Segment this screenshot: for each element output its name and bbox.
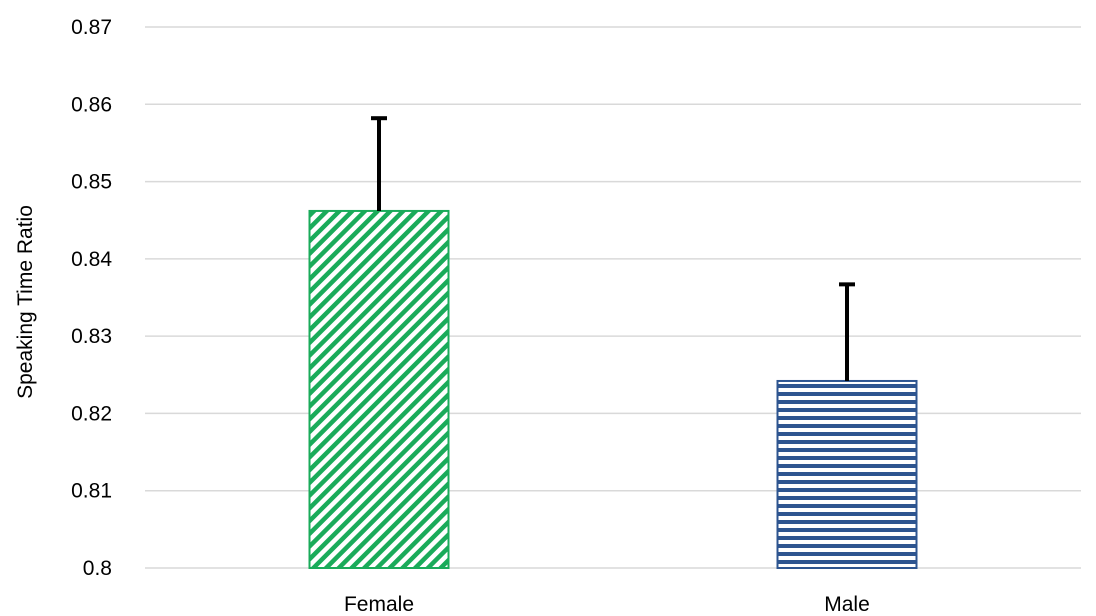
bar-female xyxy=(308,209,450,569)
y-tick-label: 0.87 xyxy=(71,16,112,39)
y-axis-ticks: 0.8 0.81 0.82 0.83 0.84 0.85 0.86 0.87 xyxy=(71,16,112,580)
x-axis-ticks: Female Male xyxy=(344,593,870,616)
y-tick-label: 0.83 xyxy=(71,325,112,348)
bar-male xyxy=(776,379,918,569)
y-tick-label: 0.84 xyxy=(71,248,112,271)
y-tick-label: 0.82 xyxy=(71,402,112,425)
y-tick-label: 0.81 xyxy=(71,480,112,503)
bars xyxy=(308,209,918,569)
gridlines xyxy=(145,26,1081,569)
y-tick-label: 0.8 xyxy=(83,557,112,580)
y-axis-title: Speaking Time Ratio xyxy=(14,205,37,399)
error-bars xyxy=(371,116,855,381)
x-tick-label: Male xyxy=(824,593,870,616)
x-tick-label: Female xyxy=(344,593,414,616)
y-tick-label: 0.86 xyxy=(71,93,112,116)
y-tick-label: 0.85 xyxy=(71,171,112,194)
